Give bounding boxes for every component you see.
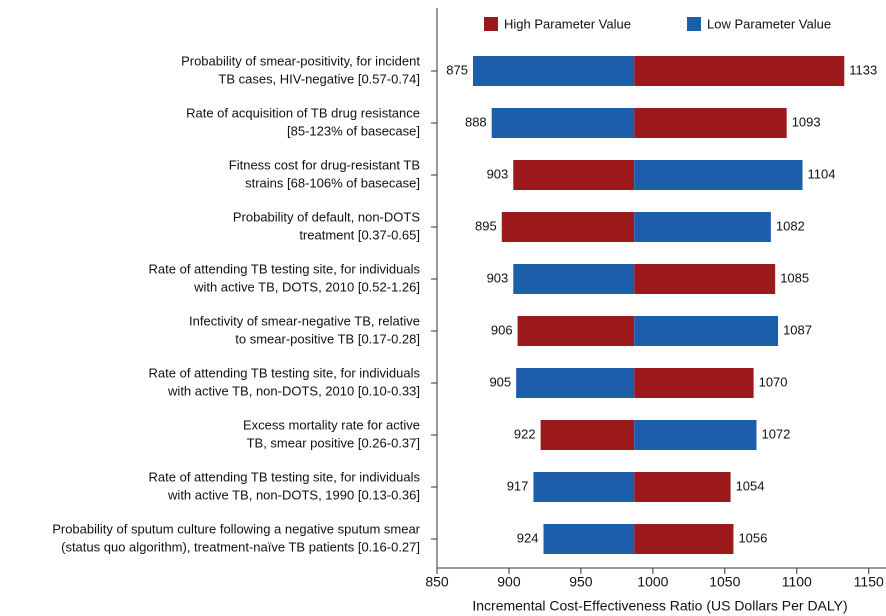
category-label: Rate of attending TB testing site, for i…: [149, 469, 421, 484]
bar: [472, 56, 635, 86]
bar: [517, 316, 635, 346]
value-label: 1133: [849, 62, 877, 77]
bar: [543, 524, 635, 554]
x-tick-label: 900: [497, 574, 521, 590]
category-label: Rate of attending TB testing site, for i…: [149, 261, 421, 276]
value-label: 1087: [783, 322, 812, 337]
bar: [634, 420, 757, 450]
value-label: 922: [514, 426, 536, 441]
value-label: 1056: [738, 530, 767, 545]
bar: [540, 420, 635, 450]
x-tick-label: 850: [425, 574, 449, 590]
bar: [634, 264, 776, 294]
bar: [634, 108, 787, 138]
x-tick-label: 1150: [854, 574, 884, 590]
category-label: with active TB, non-DOTS, 2010 [0.10-0.3…: [167, 383, 420, 398]
legend-swatch: [484, 17, 498, 31]
category-label: to smear-positive TB [0.17-0.28]: [235, 331, 420, 346]
bar: [501, 212, 635, 242]
bar: [634, 524, 734, 554]
value-label: 1070: [759, 374, 788, 389]
value-label: 895: [475, 218, 497, 233]
category-label: Probability of smear-positivity, for inc…: [181, 53, 420, 68]
value-label: 903: [487, 166, 509, 181]
category-label: [85-123% of basecase]: [287, 123, 420, 138]
category-label: Rate of acquisition of TB drug resistanc…: [186, 105, 420, 120]
value-label: 888: [465, 114, 487, 129]
category-label: treatment [0.37-0.65]: [299, 227, 420, 242]
category-label: Excess mortality rate for active: [243, 417, 420, 432]
value-label: 917: [507, 478, 529, 493]
bar: [634, 316, 779, 346]
bar: [634, 368, 754, 398]
x-tick-label: 1050: [709, 574, 740, 590]
category-label: Infectivity of smear-negative TB, relati…: [189, 313, 420, 328]
category-label: strains [68-106% of basecase]: [245, 175, 420, 190]
category-label: Rate of attending TB testing site, for i…: [149, 365, 421, 380]
value-label: 1093: [792, 114, 821, 129]
category-label: TB, smear positive [0.26-0.37]: [247, 435, 420, 450]
value-label: 1104: [808, 166, 836, 181]
x-axis-title: Incremental Cost-Effectiveness Ratio (US…: [472, 598, 847, 614]
x-tick-label: 1100: [782, 574, 812, 590]
bar: [513, 264, 635, 294]
bar: [634, 472, 731, 502]
value-label: 1072: [761, 426, 790, 441]
bar: [513, 160, 635, 190]
value-label: 1085: [780, 270, 809, 285]
value-label: 905: [489, 374, 511, 389]
category-label: Probability of default, non-DOTS: [233, 209, 420, 224]
value-label: 906: [491, 322, 513, 337]
category-label: TB cases, HIV-negative [0.57-0.74]: [218, 71, 420, 86]
category-label: Probability of sputum culture following …: [52, 521, 420, 536]
value-label: 924: [517, 530, 539, 545]
bar: [516, 368, 635, 398]
value-label: 1054: [736, 478, 765, 493]
category-label: with active TB, DOTS, 2010 [0.52-1.26]: [193, 279, 420, 294]
category-label: Fitness cost for drug-resistant TB: [229, 157, 420, 172]
value-label: 875: [446, 62, 468, 77]
legend-label: Low Parameter Value: [707, 16, 831, 31]
bar: [634, 56, 845, 86]
bar: [491, 108, 635, 138]
x-tick-label: 1000: [637, 574, 668, 590]
value-label: 1082: [776, 218, 805, 233]
bar: [533, 472, 635, 502]
category-label: (status quo algorithm), treatment-naïve …: [61, 539, 420, 554]
x-tick-label: 950: [569, 574, 593, 590]
value-label: 903: [487, 270, 509, 285]
bar: [634, 212, 771, 242]
bar: [634, 160, 803, 190]
legend-label: High Parameter Value: [504, 16, 631, 31]
category-label: with active TB, non-DOTS, 1990 [0.13-0.3…: [167, 487, 420, 502]
legend-swatch: [687, 17, 701, 31]
